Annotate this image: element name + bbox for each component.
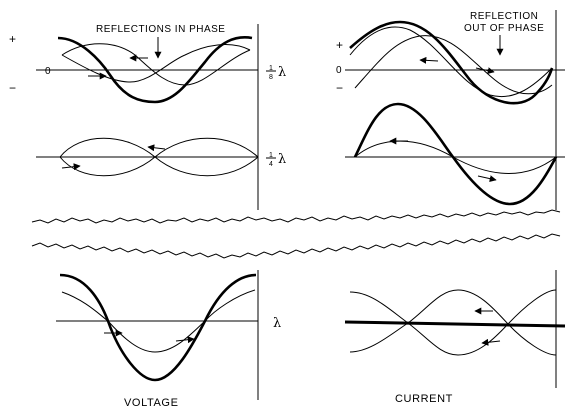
- leftward-arrow: [481, 338, 501, 346]
- torn-paper-break: [31, 209, 561, 259]
- fraction-denominator: 8: [269, 74, 273, 81]
- lambda-symbol: λ: [278, 152, 286, 167]
- plus-sign: +: [9, 32, 16, 46]
- rightward-arrow: [475, 67, 495, 75]
- zero-label: 0: [336, 65, 342, 76]
- reflection-label: REFLECTION: [470, 11, 538, 22]
- rightward-arrow: [175, 336, 195, 344]
- current-quarter-wave-panel: [345, 102, 565, 206]
- resultant-wave: [57, 36, 253, 104]
- fraction-numerator: 1: [269, 65, 273, 72]
- zero-current-baseline: [344, 320, 566, 328]
- fraction-denominator: 4: [269, 161, 273, 168]
- plus-sign: +: [336, 38, 343, 52]
- lambda-symbol: λ: [278, 65, 286, 80]
- reflected-wave: [61, 44, 251, 83]
- current-eighth-wave-panel: REFLECTION OUT OF PHASE + 0 −: [336, 10, 565, 210]
- incident-wave: [61, 43, 251, 86]
- resultant-wave: [349, 20, 554, 105]
- resultant-wave: [353, 102, 558, 206]
- tear-edge-bottom: [31, 233, 561, 259]
- voltage-quarter-wave-panel: 1 4 λ: [36, 137, 286, 177]
- resultant-wave: [59, 273, 257, 382]
- envelope-lower: [349, 289, 557, 356]
- leftward-arrow: [419, 56, 439, 64]
- envelope-upper: [354, 140, 557, 174]
- envelope-upper: [349, 289, 557, 356]
- current-full-wave-panel: CURRENT: [344, 270, 566, 405]
- voltage-full-wave-panel: λ VOLTAGE: [56, 270, 281, 409]
- rightward-arrow: [477, 175, 497, 183]
- minus-sign: −: [336, 81, 343, 95]
- fraction-numerator: 1: [269, 152, 273, 159]
- leftward-arrow: [147, 144, 166, 152]
- rightward-arrow: [61, 163, 81, 171]
- voltage-eighth-wave-panel: + 0 − REFLECTIONS IN PHASE 1 8 λ: [9, 24, 286, 210]
- voltage-label: VOLTAGE: [124, 397, 179, 409]
- envelope-lower: [59, 137, 259, 177]
- lambda-symbol: λ: [273, 316, 281, 331]
- tear-edge-top: [31, 209, 561, 224]
- envelope-upper: [61, 289, 256, 353]
- reflections-in-phase-label: REFLECTIONS IN PHASE: [96, 24, 225, 35]
- reflected-wave: [354, 35, 553, 95]
- zero-label: 0: [45, 66, 51, 77]
- out-of-phase-label: OUT OF PHASE: [464, 23, 544, 34]
- current-label: CURRENT: [395, 393, 453, 405]
- minus-sign: −: [9, 81, 16, 95]
- incident-wave: [349, 26, 553, 97]
